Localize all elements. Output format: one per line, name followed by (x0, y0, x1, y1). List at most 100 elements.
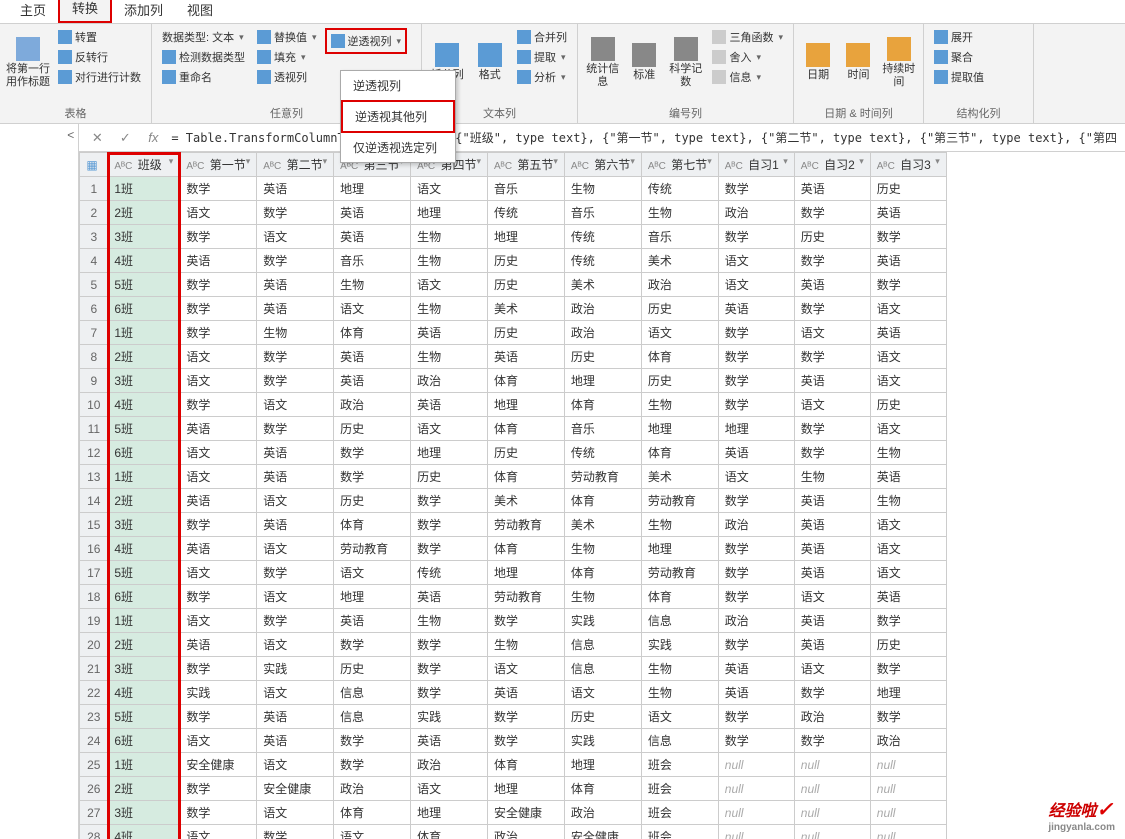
cell[interactable]: 地理 (411, 801, 488, 825)
cell[interactable]: 英语 (180, 249, 257, 273)
cell[interactable]: 英语 (488, 345, 565, 369)
cell[interactable]: 生物 (641, 393, 718, 417)
cell[interactable]: 6班 (108, 297, 180, 321)
cell[interactable]: 英语 (180, 633, 257, 657)
cell[interactable]: 劳动教育 (334, 537, 411, 561)
cell[interactable]: 4班 (108, 825, 180, 839)
cell[interactable]: 数学 (794, 681, 870, 705)
cell[interactable]: 政治 (718, 513, 794, 537)
count-rows-button[interactable]: 对行进行计数 (54, 68, 145, 86)
cell[interactable]: 地理 (411, 441, 488, 465)
cell[interactable]: 地理 (641, 417, 718, 441)
cell[interactable]: 英语 (870, 585, 946, 609)
cell[interactable]: 语文 (334, 297, 411, 321)
cell[interactable]: 生物 (641, 513, 718, 537)
cell[interactable]: 语文 (411, 777, 488, 801)
cell[interactable]: 语文 (870, 369, 946, 393)
cell[interactable]: 数学 (870, 657, 946, 681)
cell[interactable]: 3班 (108, 801, 180, 825)
detect-type-button[interactable]: 检测数据类型 (158, 48, 249, 66)
cell[interactable]: 4班 (108, 681, 180, 705)
cell[interactable]: 3班 (108, 369, 180, 393)
cell[interactable]: 政治 (334, 393, 411, 417)
cell[interactable]: 英语 (794, 369, 870, 393)
row-number[interactable]: 2 (80, 201, 108, 225)
cell[interactable]: 语文 (794, 321, 870, 345)
cell[interactable]: 地理 (564, 369, 641, 393)
cell[interactable]: 英语 (257, 297, 334, 321)
cell[interactable]: 生物 (870, 441, 946, 465)
row-number[interactable]: 3 (80, 225, 108, 249)
cell[interactable]: 历史 (411, 465, 488, 489)
cell[interactable]: 英语 (411, 729, 488, 753)
cell[interactable]: 语文 (180, 729, 257, 753)
cell[interactable]: 历史 (564, 345, 641, 369)
cell[interactable]: 语文 (180, 201, 257, 225)
cell[interactable]: 体育 (488, 753, 565, 777)
row-number[interactable]: 21 (80, 657, 108, 681)
cell[interactable]: 英语 (794, 537, 870, 561)
round-button[interactable]: 舍入 (708, 48, 787, 66)
cell[interactable]: 生物 (411, 249, 488, 273)
cell[interactable]: 数学 (257, 609, 334, 633)
cell[interactable]: 音乐 (334, 249, 411, 273)
cell[interactable]: 班会 (641, 801, 718, 825)
cell[interactable]: 数学 (180, 393, 257, 417)
cell[interactable]: 数学 (718, 225, 794, 249)
column-header[interactable]: AᴮC 自习2 ▾ (794, 153, 870, 177)
duration-button[interactable]: 持续时间 (881, 28, 917, 98)
cell[interactable]: 数学 (718, 345, 794, 369)
cell[interactable]: 英语 (718, 657, 794, 681)
info-button[interactable]: 信息 (708, 68, 787, 86)
cell[interactable]: 美术 (488, 297, 565, 321)
filter-icon[interactable]: ▾ (707, 156, 712, 167)
cell[interactable]: 历史 (488, 321, 565, 345)
cell[interactable]: 语文 (794, 585, 870, 609)
column-header[interactable]: AᴮC 自习1 ▾ (718, 153, 794, 177)
cell[interactable]: 英语 (257, 705, 334, 729)
filter-icon[interactable]: ▾ (476, 156, 481, 167)
cell[interactable]: 英语 (794, 513, 870, 537)
cell[interactable]: 英语 (257, 513, 334, 537)
cell[interactable]: 数学 (718, 729, 794, 753)
cell[interactable]: 数学 (794, 417, 870, 441)
cell[interactable]: null (718, 825, 794, 839)
cell[interactable]: 语文 (870, 417, 946, 441)
cell[interactable]: 政治 (564, 321, 641, 345)
first-row-header-button[interactable]: 将第一行用作标题 (6, 28, 50, 98)
cell[interactable]: 班会 (641, 777, 718, 801)
cell[interactable]: 英语 (334, 609, 411, 633)
cell[interactable]: 数学 (411, 489, 488, 513)
row-number[interactable]: 1 (80, 177, 108, 201)
cell[interactable]: 语文 (641, 705, 718, 729)
cell[interactable]: 实践 (257, 657, 334, 681)
cell[interactable]: 英语 (794, 561, 870, 585)
row-number[interactable]: 27 (80, 801, 108, 825)
cell[interactable]: 英语 (794, 609, 870, 633)
cell[interactable]: 劳动教育 (641, 561, 718, 585)
filter-icon[interactable]: ▾ (323, 156, 328, 167)
cell[interactable]: 英语 (334, 345, 411, 369)
cell[interactable]: 英语 (411, 393, 488, 417)
expand-button[interactable]: 展开 (930, 28, 988, 46)
unpivot-button[interactable]: 逆透视列 (325, 28, 408, 54)
cell[interactable]: 数学 (180, 177, 257, 201)
cell[interactable]: 数学 (411, 681, 488, 705)
cell[interactable]: 数学 (411, 657, 488, 681)
cell[interactable]: 数学 (488, 609, 565, 633)
cell[interactable]: 语文 (180, 369, 257, 393)
cell[interactable]: 地理 (411, 201, 488, 225)
cell[interactable]: 政治 (564, 801, 641, 825)
cell[interactable]: 1班 (108, 609, 180, 633)
cell[interactable]: 英语 (334, 369, 411, 393)
cell[interactable]: 英语 (870, 201, 946, 225)
cell[interactable]: 班会 (641, 753, 718, 777)
cell[interactable]: 历史 (870, 393, 946, 417)
row-number[interactable]: 5 (80, 273, 108, 297)
cell[interactable]: 地理 (641, 537, 718, 561)
cell[interactable]: 信息 (641, 729, 718, 753)
cell[interactable]: 6班 (108, 729, 180, 753)
cell[interactable]: 美术 (641, 465, 718, 489)
filter-icon[interactable]: ▾ (783, 156, 788, 167)
row-number[interactable]: 14 (80, 489, 108, 513)
